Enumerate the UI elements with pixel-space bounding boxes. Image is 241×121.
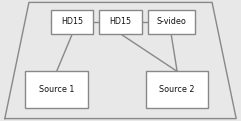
- Text: HD15: HD15: [61, 17, 83, 26]
- FancyBboxPatch shape: [146, 71, 208, 108]
- FancyBboxPatch shape: [147, 10, 194, 34]
- Text: Source 2: Source 2: [159, 85, 195, 94]
- FancyBboxPatch shape: [25, 71, 88, 108]
- FancyBboxPatch shape: [99, 10, 141, 34]
- Text: HD15: HD15: [109, 17, 132, 26]
- Text: Source 1: Source 1: [39, 85, 74, 94]
- Text: S-video: S-video: [156, 17, 186, 26]
- FancyBboxPatch shape: [51, 10, 93, 34]
